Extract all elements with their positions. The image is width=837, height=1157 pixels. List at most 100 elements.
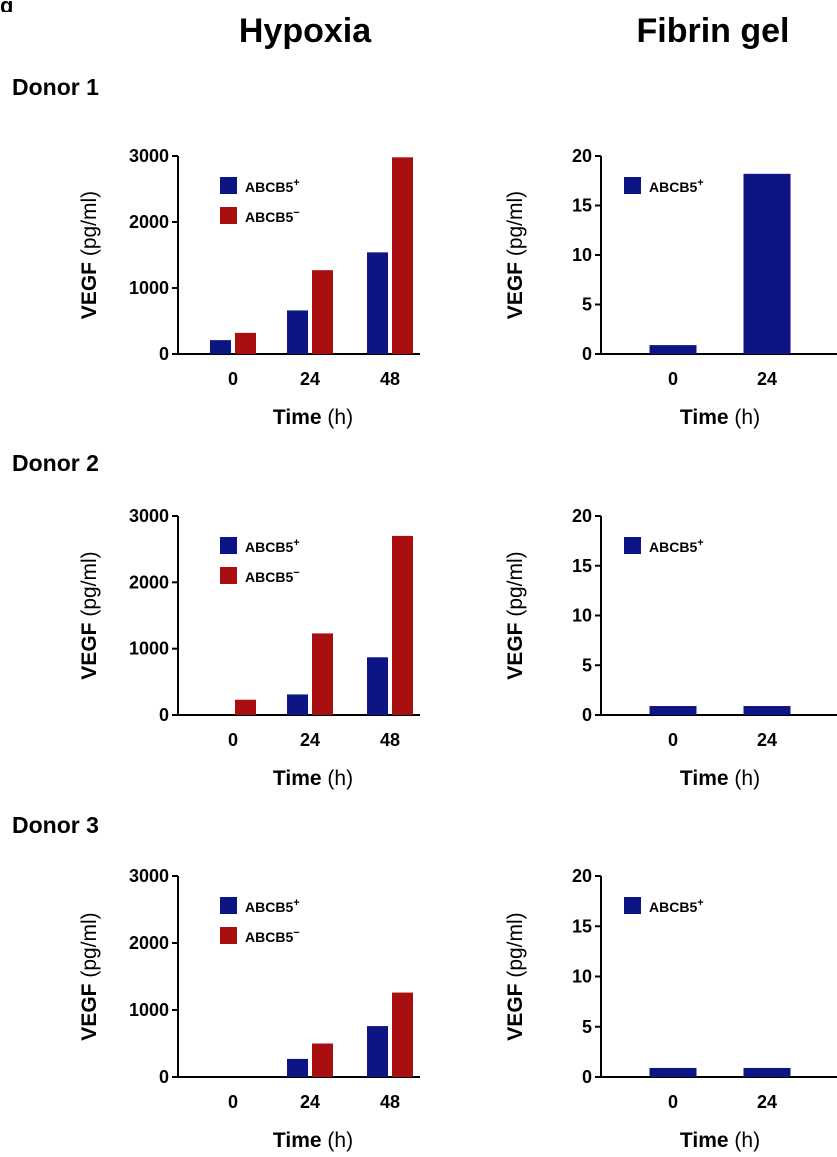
bar-abcb5-pos-t24 xyxy=(743,1067,791,1077)
x-tick-label: 0 xyxy=(668,730,678,750)
y-tick-label: 10 xyxy=(572,606,592,626)
y-tick-label: 20 xyxy=(572,506,592,526)
y-axis-label: VEGF (pg/ml) xyxy=(78,551,101,679)
y-tick-label: 2000 xyxy=(129,212,169,232)
legend-label: ABCB5+ xyxy=(245,897,300,915)
legend-swatch xyxy=(624,177,641,194)
y-tick-label: 0 xyxy=(582,344,592,364)
bar-abcb5-neg-t0 xyxy=(235,699,256,715)
y-tick-label: 20 xyxy=(572,146,592,166)
legend-swatch xyxy=(220,897,237,914)
x-tick-label: 0 xyxy=(228,1092,238,1112)
bar-abcb5-neg-t24 xyxy=(312,633,333,715)
x-tick-label: 48 xyxy=(380,1092,400,1112)
legend-swatch xyxy=(220,537,237,554)
x-tick-label: 0 xyxy=(228,730,238,750)
y-axis-label: VEGF (pg/ml) xyxy=(78,912,101,1040)
donor-label-2: Donor 2 xyxy=(12,450,99,476)
x-axis-label: Time (h) xyxy=(680,1129,760,1152)
legend-label: ABCB5− xyxy=(245,927,300,945)
y-axis-label: VEGF (pg/ml) xyxy=(504,551,527,679)
y-tick-label: 3000 xyxy=(129,866,169,886)
x-tick-label: 0 xyxy=(668,1092,678,1112)
y-tick-label: 20 xyxy=(572,866,592,886)
bar-abcb5-pos-t0 xyxy=(210,340,231,354)
y-tick-label: 3000 xyxy=(129,146,169,166)
bar-abcb5-pos-t0 xyxy=(649,706,697,715)
legend-label: ABCB5+ xyxy=(649,897,704,915)
y-tick-label: 5 xyxy=(582,655,592,675)
chart-panel-6: 0 5 10 15 20 0 24 Time (h) VEGF (pg/ml) ABCB5+ xyxy=(504,866,837,1152)
x-tick-label: 48 xyxy=(380,369,400,389)
bar-abcb5-neg-t48 xyxy=(392,992,413,1077)
x-tick-label: 24 xyxy=(300,730,320,750)
y-tick-label: 15 xyxy=(572,196,592,216)
x-tick-label: 24 xyxy=(757,730,777,750)
bar-abcb5-pos-t0 xyxy=(649,1067,697,1077)
bar-abcb5-neg-t48 xyxy=(392,157,413,354)
y-tick-label: 0 xyxy=(582,1067,592,1087)
legend-swatch xyxy=(220,927,237,944)
legend-swatch xyxy=(624,537,641,554)
bar-abcb5-neg-t0 xyxy=(235,332,256,354)
figure-panel-letter: g xyxy=(0,0,14,12)
x-tick-label: 48 xyxy=(380,730,400,750)
x-axis-label: Time (h) xyxy=(680,406,760,429)
legend-label: ABCB5+ xyxy=(245,537,300,555)
x-tick-label: 0 xyxy=(668,369,678,389)
x-axis-label: Time (h) xyxy=(273,1129,353,1152)
legend-swatch xyxy=(624,897,641,914)
chart-panel-1: 0 1000 2000 3000 0 24 48 Time (h) VEGF (pg/ml) AB… xyxy=(78,146,420,429)
y-tick-label: 2000 xyxy=(129,933,169,953)
bar-abcb5-pos-t48 xyxy=(367,252,388,354)
y-tick-label: 2000 xyxy=(129,572,169,592)
column-title-hypoxia: Hypoxia xyxy=(238,12,372,50)
bar-abcb5-pos-t0 xyxy=(649,345,697,354)
y-tick-label: 10 xyxy=(572,245,592,265)
legend-label: ABCB5− xyxy=(245,207,300,225)
y-tick-label: 5 xyxy=(582,1017,592,1037)
bar-abcb5-neg-t24 xyxy=(312,1043,333,1077)
y-axis-label: VEGF (pg/ml) xyxy=(504,912,527,1040)
x-tick-label: 24 xyxy=(757,369,777,389)
y-tick-label: 3000 xyxy=(129,506,169,526)
bar-abcb5-pos-t24 xyxy=(743,173,791,354)
bar-abcb5-pos-t48 xyxy=(367,1026,388,1077)
bar-abcb5-pos-t24 xyxy=(287,310,308,354)
chart-panel-3: 0 1000 2000 3000 0 24 48 Time (h) VEGF (pg/ml) AB… xyxy=(78,506,420,790)
legend-swatch xyxy=(220,207,237,224)
x-tick-label: 0 xyxy=(228,369,238,389)
y-tick-label: 1000 xyxy=(129,639,169,659)
legend-label: ABCB5− xyxy=(245,567,300,585)
bar-abcb5-pos-t24 xyxy=(287,1058,308,1077)
legend-label: ABCB5+ xyxy=(649,537,704,555)
y-axis-label: VEGF (pg/ml) xyxy=(504,191,527,319)
column-title-fibrin-gel: Fibrin gel xyxy=(636,12,790,50)
bar-abcb5-neg-t24 xyxy=(312,270,333,354)
legend-label: ABCB5+ xyxy=(245,177,300,195)
y-tick-label: 1000 xyxy=(129,1000,169,1020)
bar-abcb5-neg-t48 xyxy=(392,535,413,715)
y-axis-label: VEGF (pg/ml) xyxy=(78,191,101,319)
x-tick-label: 24 xyxy=(757,1092,777,1112)
chart-panel-4: 0 5 10 15 20 0 24 Time (h) VEGF (pg/ml) ABCB5+ xyxy=(504,506,837,790)
legend-label: ABCB5+ xyxy=(649,177,704,195)
x-axis-label: Time (h) xyxy=(273,406,353,429)
legend-swatch xyxy=(220,567,237,584)
chart-panel-5: 0 1000 2000 3000 0 24 48 Time (h) VEGF (pg/ml) AB… xyxy=(78,866,420,1152)
bar-abcb5-pos-t24 xyxy=(743,706,791,715)
bar-abcb5-pos-t24 xyxy=(287,694,308,715)
x-axis-label: Time (h) xyxy=(273,767,353,790)
y-tick-label: 5 xyxy=(582,295,592,315)
legend-swatch xyxy=(220,177,237,194)
y-tick-label: 1000 xyxy=(129,278,169,298)
y-tick-label: 0 xyxy=(159,1067,169,1087)
y-tick-label: 10 xyxy=(572,967,592,987)
chart-panel-2: 0 5 10 15 20 0 24 Time (h) VEGF (pg/ml) ABCB5+ xyxy=(504,146,837,429)
x-tick-label: 24 xyxy=(300,369,320,389)
y-tick-label: 0 xyxy=(159,344,169,364)
y-tick-label: 0 xyxy=(582,705,592,725)
y-tick-label: 15 xyxy=(572,916,592,936)
bar-abcb5-pos-t48 xyxy=(367,657,388,715)
